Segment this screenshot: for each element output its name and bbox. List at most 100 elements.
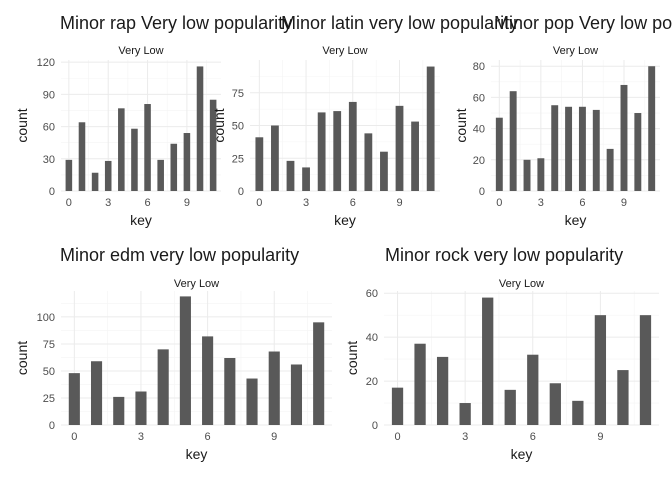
bar xyxy=(436,356,449,425)
bar xyxy=(317,112,326,191)
facet-strip-label: Very Low xyxy=(118,45,163,57)
bar xyxy=(426,66,435,191)
bar xyxy=(202,336,214,425)
y-tick-label: 0 xyxy=(49,186,55,198)
bar xyxy=(290,364,303,425)
facet-strip-label: Very Low xyxy=(174,278,219,290)
bar xyxy=(414,343,426,425)
y-tick-label: 20 xyxy=(473,155,485,167)
x-tick-label: 6 xyxy=(530,431,536,443)
bar xyxy=(523,159,531,191)
bar xyxy=(118,108,125,191)
bar xyxy=(90,361,103,425)
bar xyxy=(537,158,545,191)
bar xyxy=(549,383,561,425)
y-tick-label: 75 xyxy=(43,339,55,351)
bar xyxy=(135,391,147,425)
bar xyxy=(592,109,600,191)
y-tick-label: 60 xyxy=(366,288,378,300)
bar xyxy=(395,105,404,191)
x-tick-label: 9 xyxy=(621,197,627,209)
bar xyxy=(411,121,419,191)
bar xyxy=(157,159,164,191)
bar xyxy=(527,354,539,425)
y-tick-label: 0 xyxy=(238,186,244,198)
bar xyxy=(620,84,628,191)
bar xyxy=(271,125,279,191)
bar xyxy=(268,351,280,425)
x-tick-label: 9 xyxy=(184,197,190,209)
bar xyxy=(578,106,586,191)
y-tick-label: 90 xyxy=(43,89,55,101)
y-tick-label: 50 xyxy=(43,366,55,378)
chart-panel-1: 0 30 60 90 120 0 3 6 9 Very Low key count xyxy=(14,45,221,228)
chart-title: Minor latin very low popularity xyxy=(281,13,518,33)
x-tick-label: 0 xyxy=(394,431,400,443)
y-tick-label: 50 xyxy=(232,121,244,133)
y-tick-label: 0 xyxy=(49,420,55,432)
x-tick-label: 3 xyxy=(303,197,309,209)
x-tick-label: 9 xyxy=(271,431,277,443)
x-tick-label: 0 xyxy=(496,197,502,209)
bar xyxy=(183,133,191,191)
bar xyxy=(551,105,559,191)
bar xyxy=(482,297,494,425)
x-tick-label: 0 xyxy=(71,431,77,443)
bar xyxy=(286,160,295,191)
bar xyxy=(495,117,503,191)
x-tick-label: 3 xyxy=(538,197,544,209)
bar xyxy=(246,378,258,425)
bar xyxy=(594,315,607,425)
facet-strip-label: Very Low xyxy=(322,45,367,57)
y-axis-label: count xyxy=(344,341,360,375)
bar xyxy=(104,160,112,191)
bar xyxy=(509,91,517,191)
x-axis-label: key xyxy=(334,212,356,228)
bar xyxy=(348,101,357,191)
bar xyxy=(565,106,573,191)
bar xyxy=(224,358,236,425)
y-tick-label: 80 xyxy=(473,61,485,73)
y-tick-label: 120 xyxy=(37,57,55,69)
bar xyxy=(179,296,191,425)
chart-panel-3: 0 20 40 60 80 0 3 6 9 Very Low key count xyxy=(453,45,660,228)
chart-panel-4: 0 25 50 75 100 0 3 6 9 Very Low key count xyxy=(14,278,332,462)
y-tick-label: 60 xyxy=(43,122,55,134)
y-tick-label: 25 xyxy=(43,393,55,405)
y-tick-label: 60 xyxy=(473,92,485,104)
x-axis-label: key xyxy=(511,446,533,462)
y-tick-label: 0 xyxy=(479,186,485,198)
y-tick-label: 25 xyxy=(232,153,244,165)
bar xyxy=(170,143,178,191)
x-tick-label: 3 xyxy=(105,197,111,209)
facet-strip-label: Very Low xyxy=(553,45,598,57)
bar xyxy=(196,66,204,191)
y-axis-label: count xyxy=(453,108,469,142)
bar xyxy=(302,167,310,191)
chart-panel-2: 0 25 50 75 0 3 6 9 Very Low key count xyxy=(211,45,440,228)
y-axis-label: count xyxy=(14,108,30,142)
bar xyxy=(68,373,80,425)
bar xyxy=(333,111,342,191)
bar xyxy=(634,113,642,191)
y-tick-label: 0 xyxy=(372,420,378,432)
y-axis-label: count xyxy=(14,341,30,375)
chart-panel-5: 0 20 40 60 0 3 6 9 Very Low key count xyxy=(344,278,659,462)
bar xyxy=(459,403,471,425)
y-tick-label: 40 xyxy=(366,332,378,344)
bar xyxy=(391,387,404,425)
bar xyxy=(504,389,516,425)
bar xyxy=(209,99,217,191)
x-tick-label: 6 xyxy=(144,197,150,209)
x-tick-label: 6 xyxy=(579,197,585,209)
bar xyxy=(606,148,614,191)
x-axis-label: key xyxy=(130,212,152,228)
y-axis-label: count xyxy=(211,108,227,142)
bar xyxy=(572,400,584,425)
x-tick-label: 3 xyxy=(138,431,144,443)
x-axis-label: key xyxy=(186,446,208,462)
x-tick-label: 9 xyxy=(597,431,603,443)
x-axis-label: key xyxy=(565,212,587,228)
bar xyxy=(380,151,388,191)
bar xyxy=(78,122,86,191)
